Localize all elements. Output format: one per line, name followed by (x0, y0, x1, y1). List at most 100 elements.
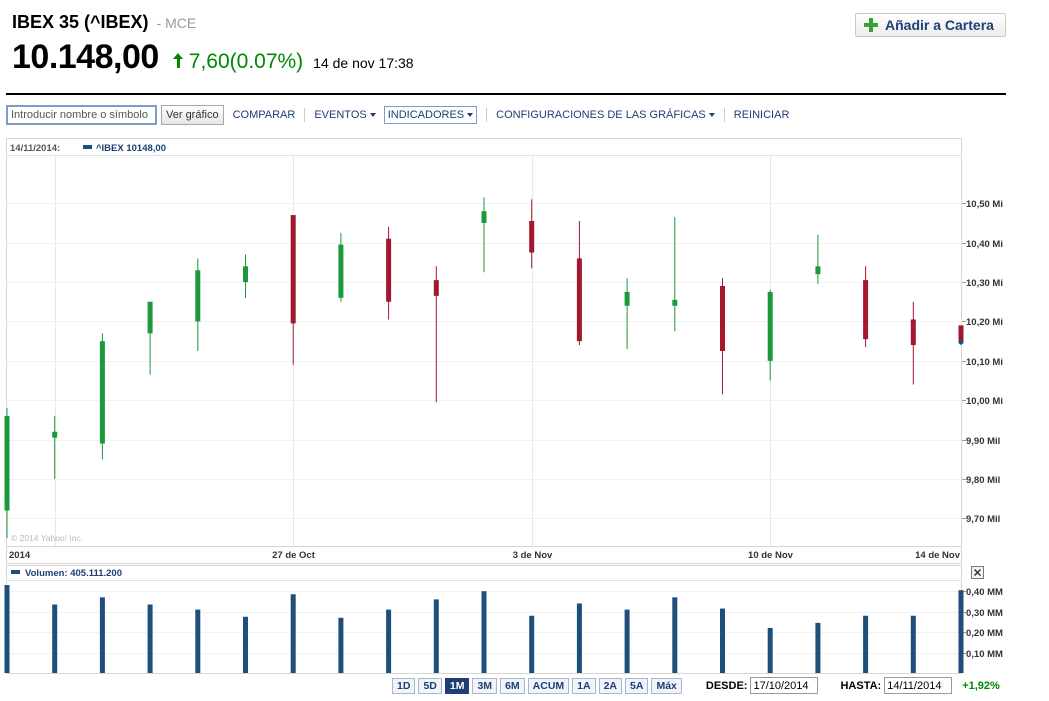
from-date-input[interactable] (750, 677, 819, 694)
volume-tick-label: 0,30 MM (966, 608, 1003, 619)
candle-body (481, 211, 487, 223)
symbol-search-input[interactable] (6, 105, 157, 125)
volume-bar (290, 594, 296, 673)
range-button-group: 1D 5D 1M 3M 6M ACUM 1A 2A 5A Máx (392, 677, 685, 694)
y-tick-label: 10,00 Mi (966, 396, 1003, 407)
toolbar-separator (304, 108, 306, 122)
volume-bar (147, 604, 153, 673)
candle (767, 289, 773, 381)
volume-bar (672, 597, 678, 673)
x-tick-label: 14 de Nov (915, 550, 961, 561)
candle-body (958, 325, 964, 342)
plus-icon (864, 18, 878, 32)
range-button[interactable]: 1M (444, 677, 470, 694)
y-tick-label: 10,30 Mi (966, 278, 1003, 289)
candle-body (576, 258, 582, 342)
candle (863, 266, 869, 348)
candle-body (529, 221, 535, 253)
range-button[interactable]: 5A (625, 677, 649, 694)
up-arrow-icon (172, 53, 185, 68)
volume-bar (52, 604, 58, 673)
events-label: EVENTOS (314, 109, 367, 121)
candle-body (290, 215, 296, 324)
x-tick-label: 2014 (9, 550, 31, 561)
change-value: 7,60 (188, 50, 230, 73)
close-icon[interactable] (973, 568, 982, 577)
volume-bar (4, 585, 10, 673)
compare-link[interactable]: COMPARAR (232, 109, 296, 121)
candle (243, 254, 248, 298)
volume-tick-label: 0,40 MM (966, 587, 1003, 598)
candle-body (624, 291, 630, 306)
volume-bar (863, 615, 869, 673)
legend-series: ^IBEX 10148,00 (96, 143, 166, 154)
quote-timestamp: 14 de nov 17:38 (313, 55, 414, 71)
price-axis: 10,50 Mi 10,40 Mi 10,30 Mi 10,20 Mi 10,10 Mi… (962, 199, 1003, 525)
candle (386, 226, 392, 320)
range-button[interactable]: 2A (598, 677, 623, 694)
range-change-percent: +1,92% (962, 679, 1000, 692)
candle-body (52, 431, 58, 438)
chart-toolbar: Ver gráfico COMPARAR EVENTOS INDICADORES… (6, 104, 789, 126)
caret-down-icon (467, 113, 474, 118)
chart-settings-label: CONFIGURACIONES DE LAS GRÁFICAS (496, 109, 706, 121)
volume-bar (99, 597, 105, 673)
candle-body (243, 266, 248, 283)
candle (338, 232, 344, 302)
to-date-input[interactable] (884, 677, 953, 694)
candle (815, 234, 821, 285)
add-to-portfolio-button[interactable]: Añadir a Cartera (855, 13, 1006, 37)
candle (290, 215, 296, 365)
copyright-watermark: © 2014 Yahoo! Inc. (11, 533, 83, 543)
to-label: HASTA: (840, 679, 882, 692)
header-divider (6, 93, 1006, 95)
range-button[interactable]: Máx (651, 677, 682, 694)
candle (624, 278, 630, 350)
candle-body (386, 238, 392, 302)
candle-body (767, 291, 773, 361)
range-button[interactable]: 1A (572, 677, 596, 694)
candle (529, 199, 535, 269)
last-price-marker (958, 339, 964, 345)
candle-body (720, 286, 725, 351)
volume-bar (481, 591, 487, 673)
volume-swatch (11, 570, 20, 574)
y-tick-label: 10,10 Mi (966, 357, 1003, 368)
volume-tick-label: 0,10 MM (966, 649, 1003, 660)
volume-bar (529, 615, 535, 673)
toolbar-separator (486, 108, 488, 122)
toolbar-separator (723, 108, 725, 122)
volume-bar (720, 608, 725, 673)
change-percent: (0.07%) (229, 50, 304, 73)
range-button[interactable]: ACUM (527, 677, 570, 694)
chart-settings-menu[interactable]: CONFIGURACIONES DE LAS GRÁFICAS (496, 109, 715, 121)
price-change: 7,60 (0.07%) (172, 50, 304, 74)
volume-legend: Volumen: 405.111.200 (25, 568, 122, 579)
candlestick-series (4, 197, 964, 539)
candle (52, 416, 58, 480)
last-price: 10.148,00 (12, 38, 159, 76)
exchange-label: - MCE (156, 15, 197, 31)
candle-body (815, 266, 821, 275)
close-volume-button[interactable] (971, 566, 984, 579)
range-button[interactable]: 6M (500, 677, 525, 694)
events-menu[interactable]: EVENTOS (314, 109, 376, 121)
candle (433, 266, 439, 403)
range-button[interactable]: 1D (392, 677, 416, 694)
reset-link[interactable]: REINICIAR (733, 109, 790, 121)
y-tick-label: 9,80 Mil (966, 475, 1000, 486)
candle-body (910, 319, 916, 346)
y-tick-label: 9,90 Mil (966, 436, 1000, 447)
indicators-menu[interactable]: INDICADORES (383, 106, 478, 124)
candle (195, 258, 201, 351)
volume-bar (767, 628, 773, 673)
range-button[interactable]: 3M (472, 677, 498, 694)
ticker-title: IBEX 35 (^IBEX) (12, 12, 149, 32)
x-tick-label: 27 de Oct (272, 550, 316, 561)
volume-bar (576, 603, 582, 673)
range-button[interactable]: 5D (418, 677, 442, 694)
caret-down-icon (369, 113, 376, 118)
view-chart-button[interactable]: Ver gráfico (161, 105, 224, 125)
